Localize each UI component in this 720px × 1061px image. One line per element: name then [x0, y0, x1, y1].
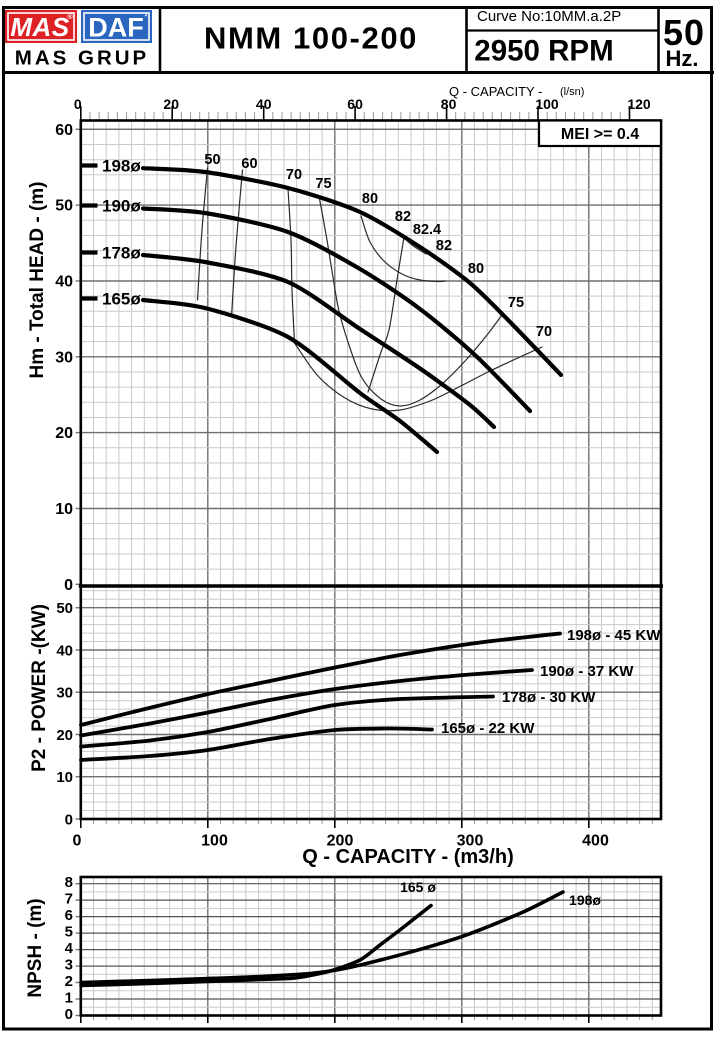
svg-text:Hz.: Hz.	[666, 46, 699, 71]
svg-text:0: 0	[73, 833, 82, 850]
svg-text:40: 40	[56, 643, 73, 660]
svg-text:300: 300	[457, 833, 484, 850]
svg-text:2: 2	[65, 973, 73, 990]
svg-text:0: 0	[65, 1006, 73, 1023]
svg-text:MAS: MAS	[10, 12, 69, 42]
svg-text:2950 RPM: 2950 RPM	[474, 35, 613, 68]
svg-text:20: 20	[163, 96, 179, 112]
svg-text:50: 50	[56, 600, 73, 617]
svg-text:165ø - 22 KW: 165ø - 22 KW	[441, 720, 535, 737]
svg-text:82: 82	[395, 209, 411, 225]
svg-text:190ø - 37 KW: 190ø - 37 KW	[540, 663, 634, 680]
svg-text:75: 75	[508, 295, 524, 311]
svg-text:60: 60	[241, 156, 257, 172]
svg-text:(l/sn): (l/sn)	[560, 86, 584, 98]
svg-text:8: 8	[65, 874, 73, 891]
svg-text:70: 70	[286, 167, 302, 183]
svg-text:80: 80	[468, 261, 484, 277]
svg-text:6: 6	[65, 907, 73, 924]
svg-text:P2 - POWER -(KW): P2 - POWER -(KW)	[29, 604, 50, 772]
svg-text:165 ø: 165 ø	[400, 879, 436, 895]
svg-text:MEI >= 0.4: MEI >= 0.4	[561, 126, 639, 143]
svg-text:400: 400	[582, 833, 609, 850]
svg-text:NMM 100-200: NMM 100-200	[204, 21, 418, 56]
svg-text:70: 70	[536, 324, 552, 340]
svg-text:200: 200	[327, 833, 354, 850]
svg-text:Q - CAPACITY -: Q - CAPACITY -	[449, 84, 542, 99]
svg-text:Curve No:10MM.a.2P: Curve No:10MM.a.2P	[477, 8, 621, 25]
svg-text:198ø - 45 KW: 198ø - 45 KW	[567, 627, 661, 644]
svg-text:30: 30	[56, 685, 73, 702]
svg-text:NPSH - (m): NPSH - (m)	[25, 898, 46, 997]
svg-text:30: 30	[55, 349, 73, 366]
svg-text:80: 80	[441, 96, 457, 112]
svg-text:198ø: 198ø	[569, 892, 601, 908]
svg-text:1: 1	[65, 990, 73, 1007]
svg-text:50: 50	[663, 12, 705, 53]
svg-text:0: 0	[74, 96, 82, 112]
svg-text:40: 40	[256, 96, 272, 112]
svg-text:50: 50	[204, 152, 220, 168]
svg-text:40: 40	[55, 274, 73, 291]
svg-text:178ø: 178ø	[102, 244, 141, 263]
svg-text:10: 10	[55, 501, 73, 518]
svg-text:MAS GRUP: MAS GRUP	[15, 47, 149, 70]
svg-text:178ø - 30 KW: 178ø - 30 KW	[502, 689, 596, 706]
svg-text:0: 0	[65, 812, 73, 829]
svg-text:50: 50	[55, 198, 73, 215]
svg-text:82: 82	[436, 238, 452, 254]
svg-text:®: ®	[67, 13, 73, 21]
svg-text:Q - CAPACITY - (m3/h): Q - CAPACITY - (m3/h)	[302, 846, 513, 868]
svg-text:4: 4	[65, 940, 74, 957]
svg-text:80: 80	[362, 191, 378, 207]
svg-text:20: 20	[56, 727, 73, 744]
svg-text:120: 120	[627, 96, 651, 112]
svg-text:165ø: 165ø	[102, 290, 141, 309]
svg-text:100: 100	[535, 96, 559, 112]
svg-text:198ø: 198ø	[102, 157, 141, 176]
svg-text:Hm - Total HEAD - (m): Hm - Total HEAD - (m)	[27, 181, 48, 378]
svg-text:75: 75	[315, 176, 331, 192]
svg-text:82.4: 82.4	[413, 222, 441, 238]
svg-text:3: 3	[65, 957, 73, 974]
svg-text:100: 100	[201, 833, 228, 850]
svg-text:10: 10	[56, 769, 73, 786]
svg-text:7: 7	[65, 891, 73, 908]
svg-text:60: 60	[55, 122, 73, 139]
svg-text:20: 20	[55, 425, 73, 442]
svg-text:²: ²	[145, 12, 148, 21]
svg-text:190ø: 190ø	[102, 197, 141, 216]
svg-text:DAF: DAF	[88, 13, 144, 43]
svg-text:60: 60	[347, 96, 363, 112]
svg-text:5: 5	[65, 924, 73, 941]
svg-text:0: 0	[64, 577, 73, 594]
